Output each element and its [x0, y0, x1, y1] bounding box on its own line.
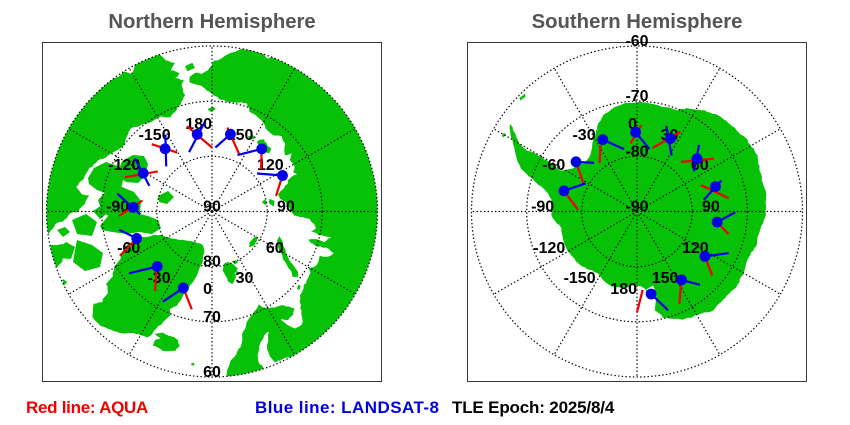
svg-text:0: 0: [628, 116, 637, 133]
svg-text:-80: -80: [625, 143, 648, 160]
svg-text:120: 120: [257, 157, 284, 174]
svg-text:80: 80: [203, 254, 221, 271]
svg-text:150: 150: [652, 270, 679, 287]
svg-text:Blue line: LANDSAT-8: Blue line: LANDSAT-8: [255, 398, 439, 417]
svg-text:-90: -90: [106, 199, 129, 216]
svg-text:Northern Hemisphere: Northern Hemisphere: [108, 11, 315, 33]
svg-text:180: 180: [610, 281, 637, 298]
svg-text:-150: -150: [564, 270, 596, 287]
svg-text:90: 90: [702, 199, 720, 216]
svg-text:70: 70: [203, 309, 221, 326]
svg-text:-70: -70: [625, 88, 648, 105]
svg-text:-90: -90: [625, 199, 648, 216]
svg-text:-60: -60: [542, 157, 565, 174]
svg-text:Southern Hemisphere: Southern Hemisphere: [532, 11, 743, 33]
svg-text:180: 180: [185, 116, 212, 133]
svg-text:-30: -30: [147, 270, 170, 287]
svg-text:90: 90: [203, 199, 221, 216]
svg-text:-60: -60: [625, 33, 648, 50]
svg-text:60: 60: [203, 364, 221, 381]
svg-text:0: 0: [203, 281, 212, 298]
svg-text:30: 30: [236, 270, 254, 287]
svg-text:Red line: AQUA: Red line: AQUA: [26, 398, 148, 417]
svg-text:-120: -120: [533, 240, 565, 257]
svg-text:60: 60: [266, 240, 284, 257]
svg-text:-90: -90: [531, 199, 554, 216]
svg-text:-150: -150: [139, 127, 171, 144]
svg-text:-120: -120: [108, 157, 140, 174]
svg-text:-30: -30: [572, 127, 595, 144]
svg-text:TLE Epoch: 2025/8/4: TLE Epoch: 2025/8/4: [452, 398, 615, 417]
svg-text:90: 90: [277, 199, 295, 216]
